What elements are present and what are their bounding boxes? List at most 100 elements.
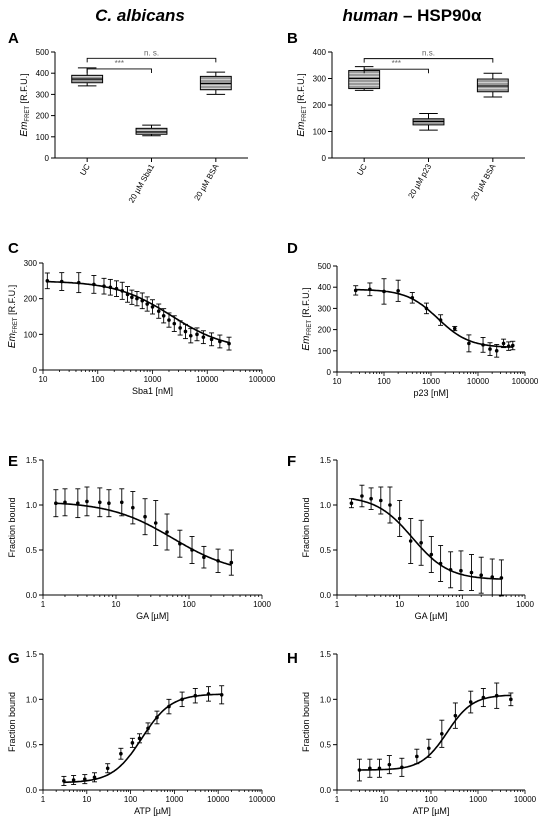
y-axis-label: EmFRET [R.F.U.] bbox=[296, 73, 308, 136]
data-point bbox=[381, 278, 387, 305]
point-marker bbox=[153, 521, 158, 525]
point-marker bbox=[494, 693, 499, 698]
data-point bbox=[177, 529, 183, 558]
data-point bbox=[376, 758, 382, 778]
x-tick-label: 10000 bbox=[196, 375, 219, 384]
point-marker bbox=[146, 726, 150, 731]
point-marker bbox=[54, 501, 58, 506]
data-point bbox=[91, 275, 97, 294]
data-point bbox=[44, 272, 50, 290]
data-point bbox=[386, 755, 392, 775]
point-marker bbox=[105, 766, 110, 771]
data-point bbox=[498, 559, 504, 597]
data-point bbox=[71, 775, 77, 786]
y-tick-label: 400 bbox=[313, 48, 327, 57]
data-point bbox=[92, 772, 98, 783]
x-axis-label: GA [µM] bbox=[415, 611, 448, 621]
point-marker bbox=[467, 341, 471, 346]
point-marker bbox=[453, 713, 458, 718]
data-point bbox=[101, 277, 107, 295]
fit-curve bbox=[351, 498, 502, 580]
y-tick-label: 100 bbox=[313, 128, 327, 137]
point-marker bbox=[178, 326, 182, 330]
data-point bbox=[367, 282, 373, 297]
point-marker bbox=[397, 516, 402, 521]
y-tick-label: 1.5 bbox=[320, 650, 332, 659]
column-title-right-rest: – HSP90α bbox=[398, 6, 482, 25]
point-marker bbox=[410, 296, 415, 300]
y-axis-label-main: Em bbox=[19, 122, 30, 137]
point-marker bbox=[229, 560, 234, 565]
point-marker bbox=[368, 287, 372, 292]
point-marker bbox=[137, 736, 142, 741]
y-axis-label: Fraction bound bbox=[301, 497, 311, 557]
data-point bbox=[119, 488, 125, 517]
data-point bbox=[510, 340, 516, 351]
data-point bbox=[97, 487, 103, 518]
data-point bbox=[154, 710, 160, 725]
x-tick-label: 20 µM Sba1 bbox=[127, 162, 157, 204]
data-point bbox=[161, 308, 167, 324]
y-tick-label: 100 bbox=[36, 133, 50, 142]
y-tick-label: 500 bbox=[36, 48, 50, 57]
x-tick-label: 20 µM p23 bbox=[406, 162, 433, 200]
point-marker bbox=[156, 309, 161, 313]
point-marker bbox=[59, 279, 64, 284]
data-point bbox=[137, 733, 143, 744]
point-marker bbox=[349, 501, 354, 506]
y-axis-label-unit: [R.F.U.] bbox=[7, 285, 17, 318]
panel-letter: F bbox=[287, 453, 296, 470]
point-marker bbox=[509, 697, 513, 702]
box-0 bbox=[71, 67, 104, 87]
point-marker bbox=[167, 318, 171, 322]
y-tick-label: 1.0 bbox=[26, 695, 38, 704]
y-tick-label: 300 bbox=[318, 304, 332, 313]
significance-label: *** bbox=[115, 59, 124, 68]
data-point bbox=[426, 738, 432, 758]
y-tick-label: 100 bbox=[318, 347, 332, 356]
point-marker bbox=[76, 280, 81, 285]
fit-curve bbox=[55, 502, 232, 566]
panel-letter: G bbox=[8, 650, 20, 667]
data-point bbox=[205, 686, 211, 702]
significance-bracket bbox=[86, 57, 217, 63]
point-marker bbox=[45, 279, 50, 283]
x-tick-label: 10000 bbox=[514, 795, 537, 804]
y-tick-label: 0.0 bbox=[320, 786, 332, 795]
y-axis-label-unit: [R.F.U.] bbox=[296, 73, 306, 106]
data-point bbox=[201, 545, 207, 569]
x-tick-label: 10 bbox=[39, 375, 48, 384]
point-marker bbox=[448, 568, 453, 572]
y-axis-label-sub: FRET bbox=[302, 106, 308, 122]
panel-letter: B bbox=[287, 30, 298, 47]
data-point bbox=[387, 486, 393, 524]
box-0 bbox=[348, 66, 381, 91]
point-marker bbox=[490, 575, 495, 579]
x-tick-label: 100000 bbox=[512, 377, 539, 386]
point-marker bbox=[180, 697, 184, 702]
point-marker bbox=[85, 499, 89, 504]
data-point bbox=[423, 302, 429, 315]
point-marker bbox=[357, 768, 362, 772]
point-marker bbox=[494, 349, 499, 353]
significance-label: n. s. bbox=[144, 48, 159, 57]
data-point bbox=[177, 320, 183, 336]
data-point bbox=[156, 303, 162, 319]
point-marker bbox=[209, 337, 214, 342]
point-marker bbox=[131, 505, 135, 510]
data-point bbox=[468, 690, 474, 714]
data-point bbox=[409, 292, 415, 304]
data-point bbox=[189, 536, 195, 564]
point-marker bbox=[481, 695, 486, 700]
point-marker bbox=[501, 341, 506, 346]
data-point bbox=[367, 758, 373, 778]
data-point bbox=[119, 281, 125, 300]
fit-curve bbox=[47, 280, 230, 344]
data-point bbox=[501, 338, 507, 349]
column-title-left: C. albicans bbox=[95, 6, 185, 25]
data-point bbox=[62, 488, 68, 517]
point-marker bbox=[438, 318, 443, 322]
y-axis-label: Fraction bound bbox=[301, 692, 311, 752]
y-tick-label: 0.0 bbox=[320, 591, 332, 600]
